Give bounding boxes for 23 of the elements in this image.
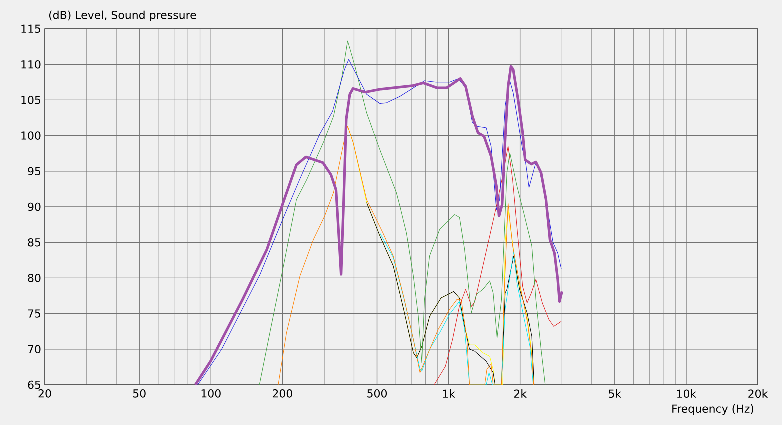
x-tick-label: 10k bbox=[677, 390, 697, 398]
x-tick-label: 200 bbox=[272, 390, 292, 398]
y-tick-label: 100 bbox=[22, 132, 41, 140]
x-tick-label: 100 bbox=[202, 390, 221, 398]
x-tick-label: 1k bbox=[443, 390, 456, 398]
y-tick-label: 105 bbox=[22, 96, 41, 104]
x-tick-label: 500 bbox=[368, 390, 388, 398]
y-tick-label: 115 bbox=[22, 24, 41, 34]
y-tick-label: 90 bbox=[28, 202, 41, 212]
y-tick-label: 110 bbox=[22, 60, 41, 69]
y-tick-label: 80 bbox=[28, 274, 41, 282]
y-tick-label: 95 bbox=[28, 167, 41, 176]
x-tick-label: 20k bbox=[748, 390, 768, 398]
x-axis-title: Frequency (Hz) bbox=[672, 404, 754, 416]
x-tick-label: 50 bbox=[133, 390, 146, 398]
y-tick-label: 65 bbox=[28, 380, 41, 390]
y-tick-label: 70 bbox=[28, 345, 41, 354]
y-axis-title: (dB) Level, Sound pressure bbox=[49, 10, 196, 22]
x-tick-label: 2k bbox=[514, 390, 527, 398]
x-tick-label: 5k bbox=[609, 390, 622, 398]
y-tick-label: 85 bbox=[28, 238, 41, 247]
y-tick-label: 75 bbox=[28, 310, 41, 318]
x-tick-label: 20 bbox=[38, 390, 52, 398]
